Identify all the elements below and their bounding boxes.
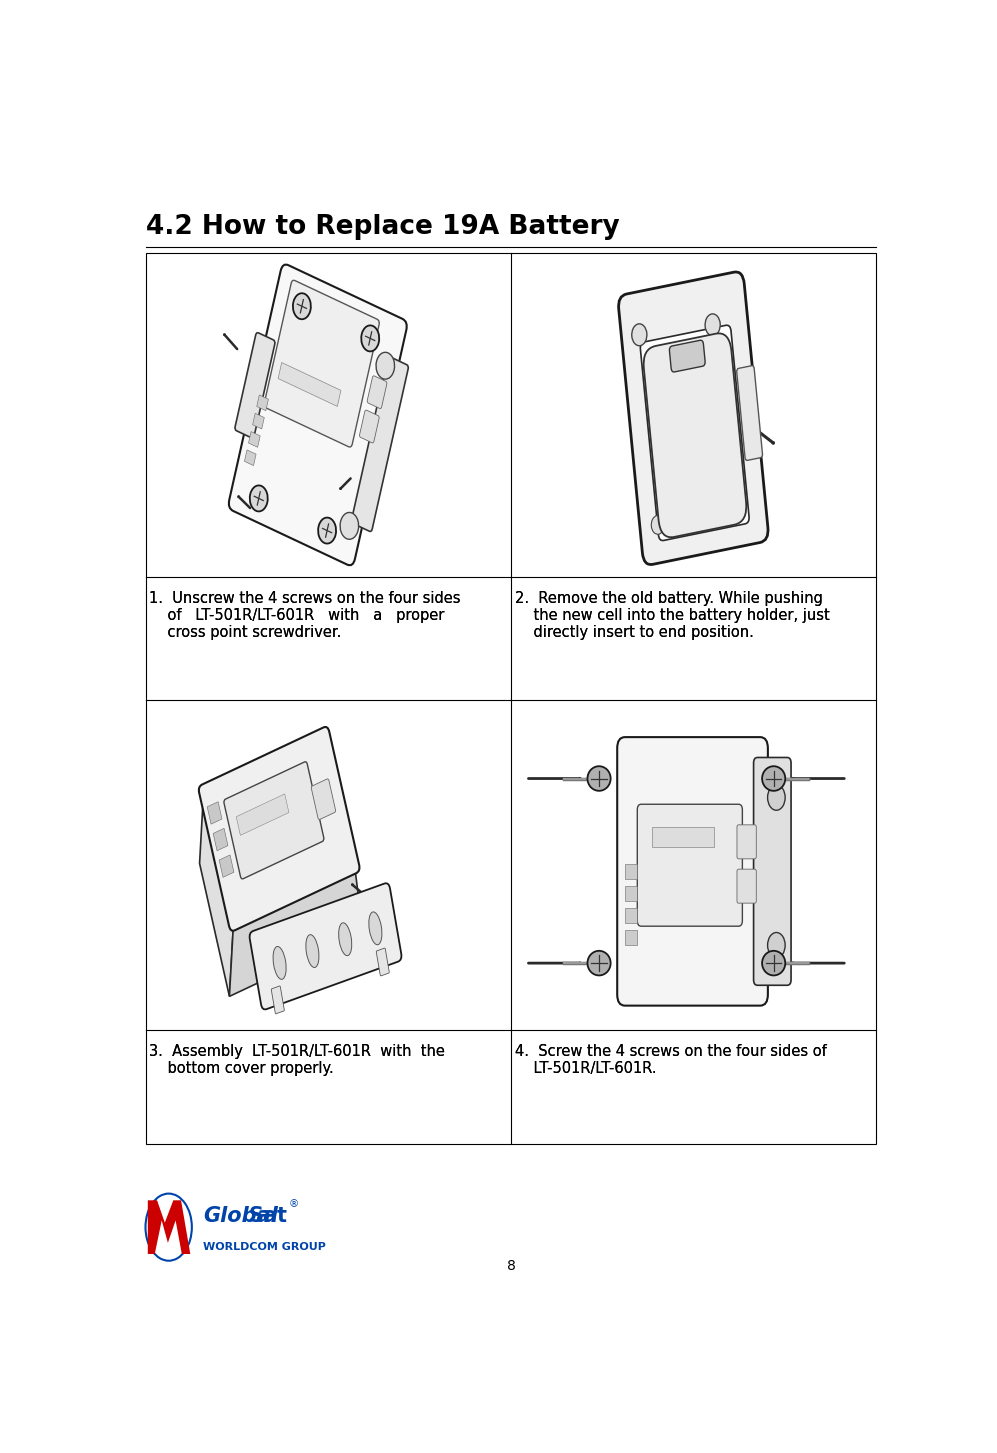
FancyBboxPatch shape (264, 280, 379, 448)
FancyBboxPatch shape (669, 340, 705, 372)
Text: 2.  Remove the old battery. While pushing
    the new cell into the battery hold: 2. Remove the old battery. While pushing… (514, 590, 830, 641)
Bar (625, 930, 637, 946)
Ellipse shape (762, 950, 786, 975)
Circle shape (340, 513, 359, 539)
Bar (207, 802, 222, 824)
FancyBboxPatch shape (229, 264, 407, 565)
Circle shape (768, 785, 786, 811)
Text: ®: ® (288, 1199, 299, 1209)
FancyBboxPatch shape (198, 726, 360, 931)
Bar (219, 854, 234, 878)
Ellipse shape (339, 923, 352, 956)
Ellipse shape (587, 766, 610, 790)
Circle shape (361, 325, 379, 352)
Polygon shape (229, 867, 363, 997)
Circle shape (250, 485, 268, 511)
FancyBboxPatch shape (644, 333, 747, 538)
FancyBboxPatch shape (737, 366, 763, 461)
Polygon shape (148, 1200, 190, 1254)
FancyBboxPatch shape (271, 987, 284, 1014)
Text: 4.  Screw the 4 screws on the four sides of
    LT-501R/LT-601R.: 4. Screw the 4 screws on the four sides … (514, 1043, 827, 1077)
Text: WORLDCOM GROUP: WORLDCOM GROUP (203, 1242, 326, 1252)
Bar (652, 827, 714, 847)
Text: 4.2 How to Replace 19A Battery: 4.2 How to Replace 19A Battery (147, 214, 620, 240)
FancyBboxPatch shape (311, 779, 336, 819)
FancyBboxPatch shape (235, 333, 275, 437)
Circle shape (768, 933, 786, 958)
Bar (257, 395, 268, 411)
FancyBboxPatch shape (618, 272, 768, 565)
Circle shape (651, 516, 664, 535)
Bar (213, 828, 228, 851)
FancyBboxPatch shape (737, 869, 757, 904)
Bar (244, 450, 256, 465)
Bar (236, 793, 289, 835)
Ellipse shape (762, 766, 786, 790)
Text: 3.  Assembly  LT-501R/LT-601R  with  the
    bottom cover properly.: 3. Assembly LT-501R/LT-601R with the bot… (150, 1043, 446, 1077)
FancyBboxPatch shape (617, 737, 768, 1005)
Circle shape (724, 501, 737, 520)
Text: 1.  Unscrew the 4 screws on the four sides
    of   LT-501R/LT-601R   with   a  : 1. Unscrew the 4 screws on the four side… (150, 590, 461, 641)
FancyBboxPatch shape (249, 883, 402, 1010)
Text: 3.  Assembly  LT-501R/LT-601R  with  the
    bottom cover properly.: 3. Assembly LT-501R/LT-601R with the bot… (150, 1043, 446, 1077)
Bar (248, 432, 260, 448)
FancyBboxPatch shape (754, 757, 791, 985)
Ellipse shape (587, 950, 610, 975)
FancyBboxPatch shape (352, 357, 409, 532)
Circle shape (705, 314, 720, 336)
Bar (252, 413, 264, 429)
Ellipse shape (273, 946, 286, 979)
Polygon shape (199, 790, 233, 997)
Bar (147, 253, 875, 1145)
FancyBboxPatch shape (360, 410, 379, 443)
FancyBboxPatch shape (737, 825, 757, 859)
Text: 4.  Screw the 4 screws on the four sides of
    LT-501R/LT-601R.: 4. Screw the 4 screws on the four sides … (514, 1043, 827, 1077)
Bar (625, 865, 637, 879)
Text: 2.  Remove the old battery. While pushing
    the new cell into the battery hold: 2. Remove the old battery. While pushing… (514, 590, 830, 641)
FancyBboxPatch shape (367, 376, 387, 408)
Text: Global: Global (203, 1206, 278, 1226)
Text: 8: 8 (506, 1260, 515, 1273)
FancyBboxPatch shape (640, 325, 749, 541)
Text: Sat: Sat (248, 1206, 287, 1226)
Ellipse shape (369, 912, 382, 944)
FancyBboxPatch shape (224, 761, 324, 879)
Bar (625, 908, 637, 923)
FancyBboxPatch shape (376, 949, 389, 976)
Circle shape (376, 352, 395, 379)
Circle shape (293, 294, 311, 320)
Text: 1.  Unscrew the 4 screws on the four sides
    of   LT-501R/LT-601R   with   a  : 1. Unscrew the 4 screws on the four side… (150, 590, 461, 641)
FancyBboxPatch shape (637, 805, 743, 926)
Bar (625, 886, 637, 901)
Bar (278, 362, 341, 407)
Circle shape (318, 517, 336, 543)
Circle shape (632, 324, 647, 346)
Ellipse shape (306, 934, 319, 968)
